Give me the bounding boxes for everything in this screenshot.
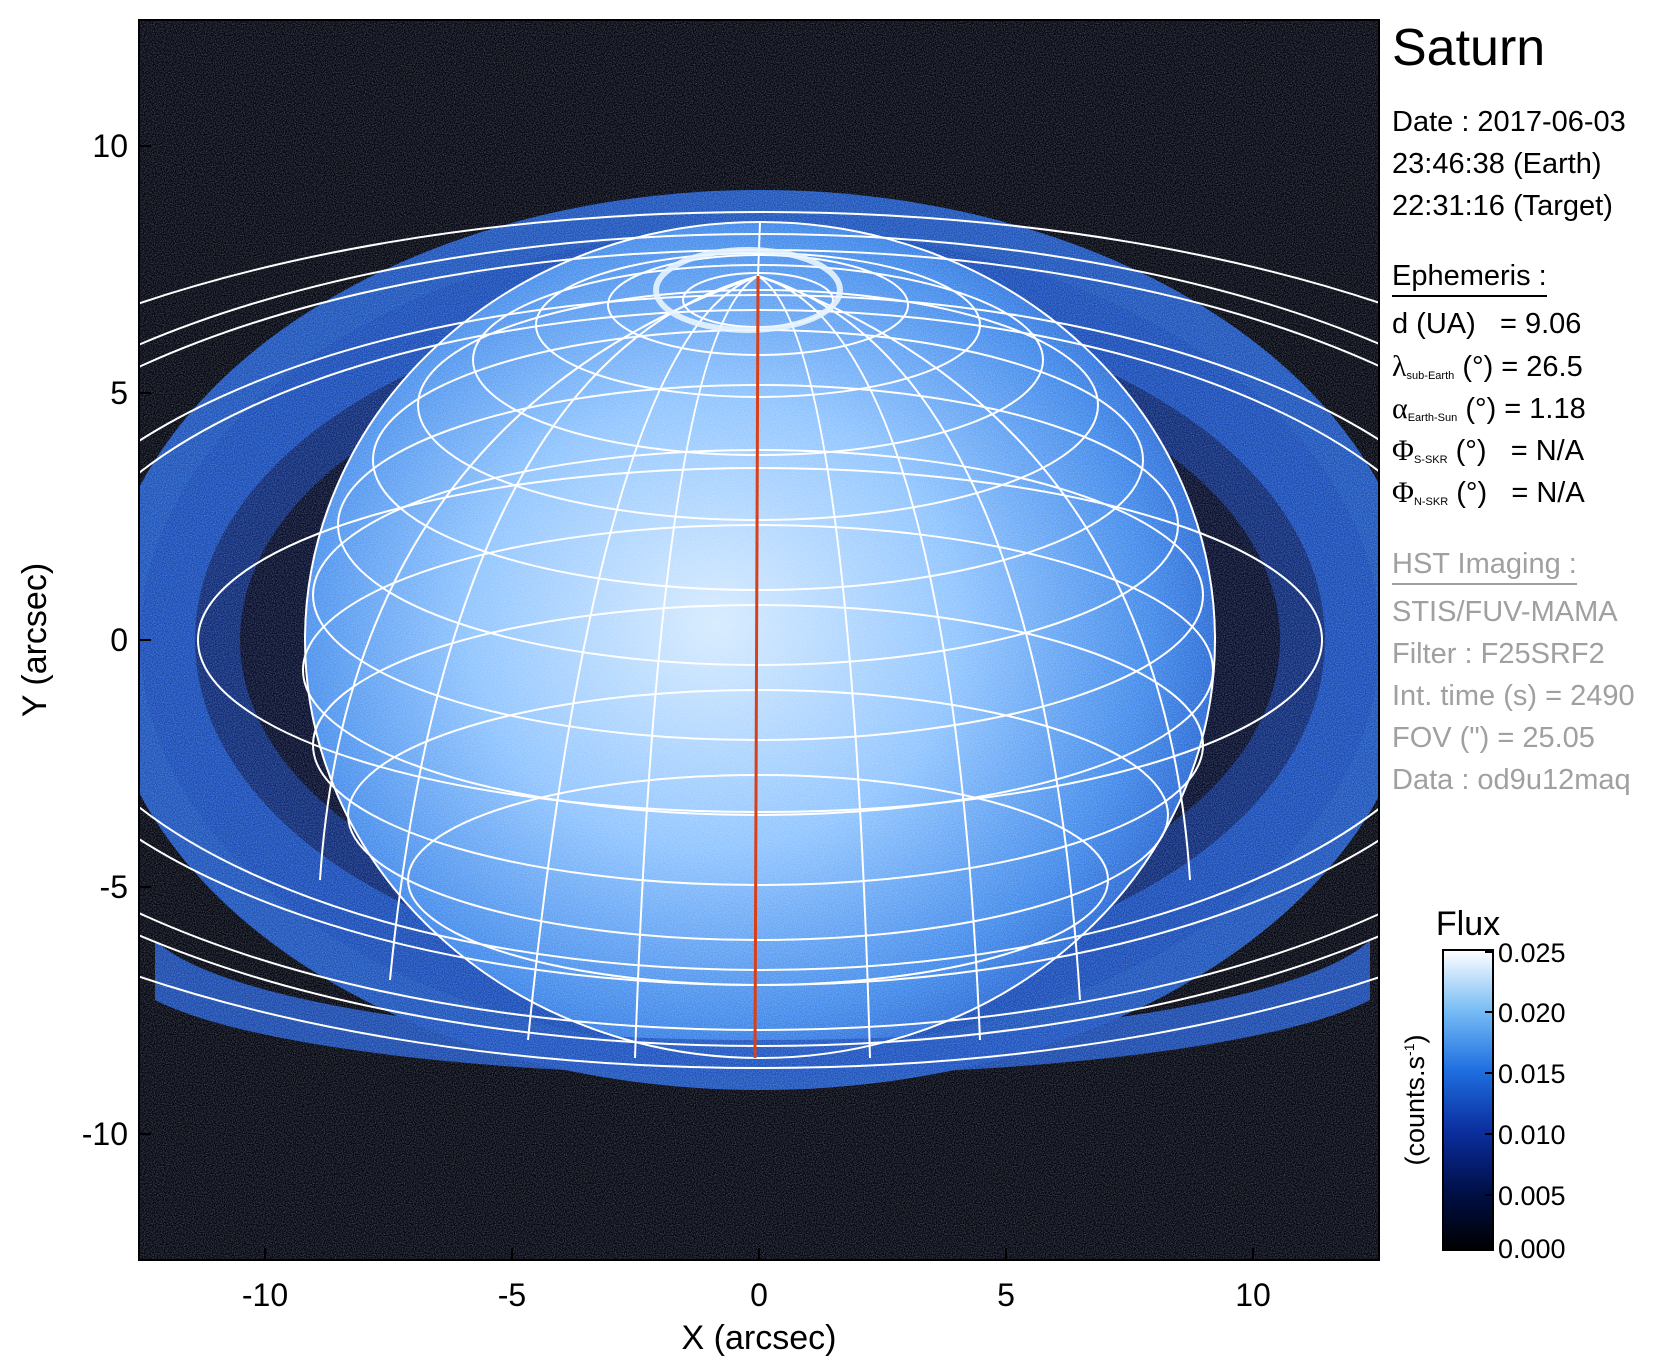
distance-value: = 9.06 <box>1499 308 1582 340</box>
earth-time: 23:46:38 (Earth) <box>1392 148 1602 180</box>
phi-s-row: ΦS-SKR (°) = N/A <box>1392 434 1585 467</box>
y-tick-labels: 10 5 0 -5 -10 <box>82 128 128 1152</box>
x-tick-label: -10 <box>242 1277 288 1313</box>
x-tick-label: 0 <box>750 1277 768 1313</box>
y-tick-label: 5 <box>110 375 128 411</box>
hst-filter: Filter : F25SRF2 <box>1392 638 1605 670</box>
phi-n-row: ΦN-SKR (°) = N/A <box>1392 476 1585 509</box>
phi-n-symbol: Φ <box>1392 476 1414 509</box>
y-tick-label: -10 <box>82 1116 128 1152</box>
target-time: 22:31:16 (Target) <box>1392 190 1613 222</box>
colorbar-title: Flux <box>1436 905 1500 943</box>
colorbar-tick-label: 0.020 <box>1498 998 1566 1028</box>
hst-fov: FOV (") = 25.05 <box>1392 722 1595 754</box>
planet-title: Saturn <box>1392 19 1546 77</box>
y-tick-label: 10 <box>92 128 128 164</box>
x-tick-label: 5 <box>997 1277 1015 1313</box>
hst-int-time: Int. time (s) = 2490 <box>1392 680 1635 712</box>
lambda-row: λsub-Earth (°) = 26.5 <box>1392 350 1583 383</box>
x-axis-label: X (arcsec) <box>682 1319 837 1357</box>
x-tick-labels: -10 -5 0 5 10 <box>242 1277 1271 1313</box>
aurora-oval <box>653 247 843 333</box>
hst-header: HST Imaging : <box>1392 550 1577 585</box>
alpha-symbol: α <box>1392 392 1408 425</box>
colorbar-gradient <box>1442 949 1494 1251</box>
colorbar-tick-label: 0.025 <box>1498 938 1566 968</box>
axis-ticks <box>139 145 1254 1260</box>
x-tick-label: 10 <box>1235 1277 1271 1313</box>
hst-instrument: STIS/FUV-MAMA <box>1392 596 1618 628</box>
distance-label: d (UA) <box>1392 308 1476 340</box>
lambda-symbol: λ <box>1392 350 1407 383</box>
alpha-value: = 1.18 <box>1504 393 1586 425</box>
colorbar-unit-label: (counts.s-1) <box>1400 1035 1430 1166</box>
y-tick-label: 0 <box>110 622 128 658</box>
alpha-row: αEarth-Sun (°) = 1.18 <box>1392 392 1586 425</box>
phi-s-value: = N/A <box>1510 435 1585 467</box>
date-line: Date : 2017-06-03 <box>1392 106 1626 138</box>
colorbar-tick-label: 0.010 <box>1498 1120 1566 1150</box>
colorbar-tick-label: 0.005 <box>1498 1181 1566 1211</box>
central-meridian <box>753 275 760 1059</box>
ephemeris-header: Ephemeris : <box>1392 262 1547 297</box>
phi-s-symbol: Φ <box>1392 434 1414 467</box>
distance-row: d (UA) = 9.06 <box>1392 310 1581 339</box>
lambda-value: = 26.5 <box>1501 351 1583 383</box>
saturn-image <box>139 20 1379 1260</box>
colorbar-tick-label: 0.015 <box>1498 1059 1566 1089</box>
colorbar-tick-label: 0.000 <box>1498 1234 1566 1264</box>
colorbar-ticks: 0.025 0.020 0.015 0.010 0.005 0.000 <box>1498 938 1566 1264</box>
colorbar: Flux 0.025 0.020 0.015 0.010 0.005 0.000… <box>1400 905 1566 1264</box>
y-axis-label: Y (arcsec) <box>16 563 54 717</box>
y-tick-label: -5 <box>100 869 128 905</box>
phi-n-value: = N/A <box>1511 477 1585 509</box>
hst-data-id: Data : od9u12maq <box>1392 764 1631 796</box>
x-tick-label: -5 <box>498 1277 526 1313</box>
